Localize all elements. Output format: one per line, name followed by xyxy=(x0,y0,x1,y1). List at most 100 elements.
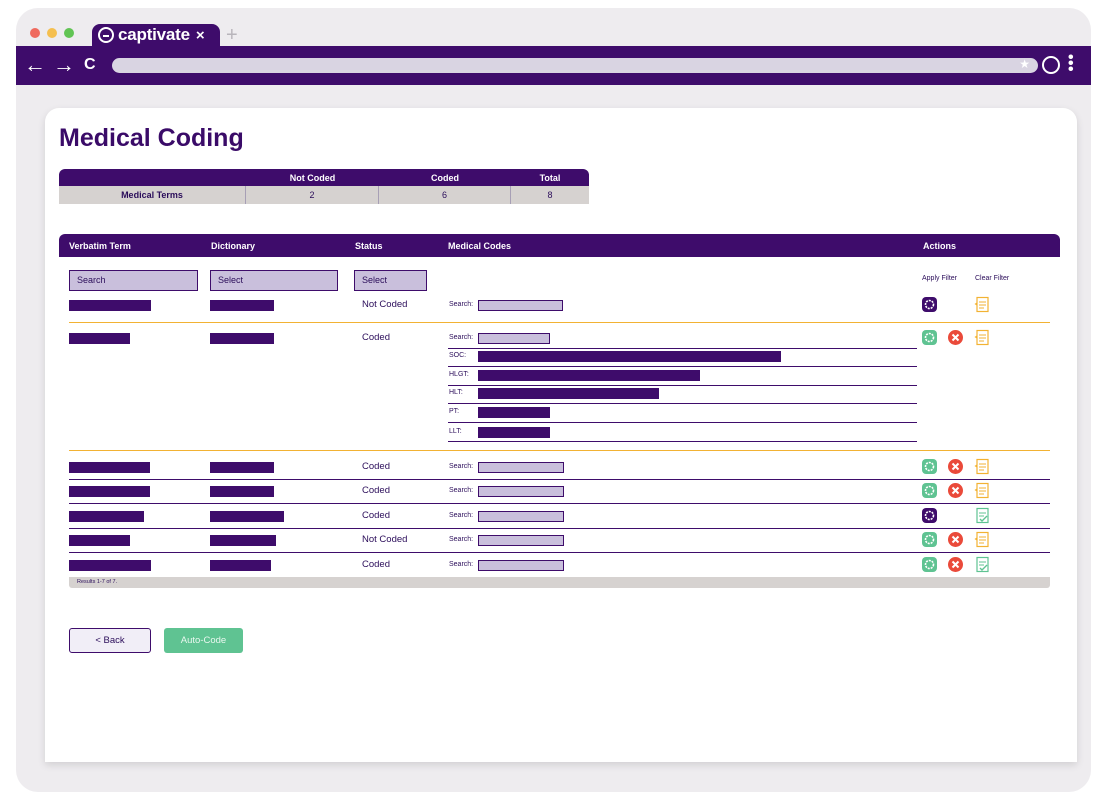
address-bar[interactable]: ★ xyxy=(112,57,1038,73)
dictionary-select-filter[interactable]: Select xyxy=(210,270,338,291)
reject-icon[interactable] xyxy=(948,557,963,572)
dictionary-redacted xyxy=(210,535,276,546)
code-search-input[interactable] xyxy=(478,462,564,473)
code-search-input[interactable] xyxy=(478,535,564,546)
summary-not-coded-value: 2 xyxy=(246,186,379,204)
forward-arrow-icon[interactable]: → xyxy=(53,52,75,77)
apply-code-icon[interactable] xyxy=(922,297,937,312)
maximize-window-dot[interactable] xyxy=(64,28,74,38)
tab-close-icon[interactable]: × xyxy=(195,26,205,44)
row-status: Coded xyxy=(362,332,390,343)
minimize-window-dot[interactable] xyxy=(47,28,57,38)
comment-doc-icon[interactable] xyxy=(974,482,989,499)
reload-icon[interactable]: C xyxy=(84,56,96,73)
back-button[interactable]: < Back xyxy=(69,628,151,653)
page-title: Medical Coding xyxy=(59,124,244,152)
code-search-input[interactable] xyxy=(478,333,550,344)
dictionary-redacted xyxy=(210,511,284,522)
llt-label: LLT: xyxy=(449,428,462,435)
tab-bar: captivate × + xyxy=(16,8,1091,46)
soc-label: SOC: xyxy=(449,352,467,359)
approve-icon[interactable] xyxy=(922,459,937,474)
row-divider xyxy=(69,479,1050,480)
verbatim-term-redacted xyxy=(69,462,150,473)
auto-code-button[interactable]: Auto-Code xyxy=(164,628,243,653)
reject-icon[interactable] xyxy=(948,483,963,498)
new-tab-icon[interactable]: + xyxy=(226,24,238,46)
dictionary-redacted xyxy=(210,333,274,344)
search-label: Search: xyxy=(449,301,474,308)
verbatim-search-filter[interactable]: Search xyxy=(69,270,198,291)
summary-header-coded: Coded xyxy=(431,172,459,183)
row-divider xyxy=(69,552,1050,553)
back-arrow-icon[interactable]: ← xyxy=(24,52,46,77)
code-search-input[interactable] xyxy=(478,300,563,311)
summary-header: Not Coded Coded Total xyxy=(59,169,589,186)
browser-menu-icon[interactable]: • • • xyxy=(1068,49,1074,78)
row-divider xyxy=(69,528,1050,529)
verbatim-term-redacted xyxy=(69,333,130,344)
profile-avatar-icon[interactable] xyxy=(1042,56,1060,74)
search-label: Search: xyxy=(449,487,474,494)
code-search-input[interactable] xyxy=(478,486,564,497)
row-status: Coded xyxy=(362,559,390,570)
search-label: Search: xyxy=(449,536,474,543)
row-status: Coded xyxy=(362,461,390,472)
row-status: Coded xyxy=(362,510,390,521)
status-select-filter[interactable]: Select xyxy=(354,270,427,291)
grid-header: Verbatim Term Dictionary Status Medical … xyxy=(59,234,1060,257)
captivate-logo-icon xyxy=(98,27,114,43)
review-check-icon[interactable] xyxy=(974,556,989,573)
llt-value-redacted xyxy=(478,427,550,438)
summary-table: Not Coded Coded Total Medical Terms 2 6 … xyxy=(59,169,589,204)
summary-header-total: Total xyxy=(539,172,561,183)
search-label: Search: xyxy=(449,512,474,519)
clear-filter-link[interactable]: Clear Filter xyxy=(975,275,1010,282)
approve-icon[interactable] xyxy=(922,532,937,547)
comment-doc-icon[interactable] xyxy=(974,458,989,475)
search-label: Search: xyxy=(449,463,474,470)
tab-title: captivate xyxy=(118,25,190,44)
code-search-input[interactable] xyxy=(478,560,564,571)
dictionary-redacted xyxy=(210,486,274,497)
verbatim-term-redacted xyxy=(69,486,150,497)
approve-icon[interactable] xyxy=(922,557,937,572)
apply-filter-link[interactable]: Apply Filter xyxy=(922,275,958,282)
browser-tab[interactable]: captivate × xyxy=(92,24,220,46)
main-card: Medical Coding Not Coded Coded Total Med… xyxy=(45,108,1077,762)
reject-icon[interactable] xyxy=(948,459,963,474)
review-check-icon[interactable] xyxy=(974,507,989,524)
approve-icon[interactable] xyxy=(922,330,937,345)
code-line xyxy=(448,403,917,404)
bookmark-star-icon[interactable]: ★ xyxy=(1019,57,1030,71)
reject-icon[interactable] xyxy=(948,532,963,547)
comment-doc-icon[interactable] xyxy=(974,531,989,548)
column-header-dictionary: Dictionary xyxy=(211,241,256,251)
approve-icon[interactable] xyxy=(922,483,937,498)
reject-icon[interactable] xyxy=(948,330,963,345)
comment-doc-icon[interactable] xyxy=(974,296,989,313)
summary-row: Medical Terms 2 6 8 xyxy=(59,186,589,204)
verbatim-term-redacted xyxy=(69,300,151,311)
hlt-value-redacted xyxy=(478,388,659,399)
row-divider xyxy=(69,450,1050,451)
comment-doc-icon[interactable] xyxy=(974,329,989,346)
browser-toolbar: ← → C ★ • • • xyxy=(16,46,1091,85)
summary-header-not-coded: Not Coded xyxy=(289,172,336,183)
summary-coded-value: 6 xyxy=(379,186,511,204)
column-header-status: Status xyxy=(355,241,383,251)
close-window-dot[interactable] xyxy=(30,28,40,38)
code-line xyxy=(448,441,917,442)
row-divider xyxy=(69,322,1050,323)
results-footer: Results 1-7 of 7. xyxy=(69,577,1050,588)
column-header-verbatim: Verbatim Term xyxy=(69,241,131,251)
hlgt-value-redacted xyxy=(478,370,700,381)
apply-code-icon[interactable] xyxy=(922,508,937,523)
row-divider xyxy=(69,503,1050,504)
summary-total-value: 8 xyxy=(547,190,553,200)
code-search-input[interactable] xyxy=(478,511,564,522)
summary-row-label: Medical Terms xyxy=(59,186,246,204)
dictionary-redacted xyxy=(210,300,274,311)
dictionary-redacted xyxy=(210,462,274,473)
hlgt-label: HLGT: xyxy=(449,371,469,378)
